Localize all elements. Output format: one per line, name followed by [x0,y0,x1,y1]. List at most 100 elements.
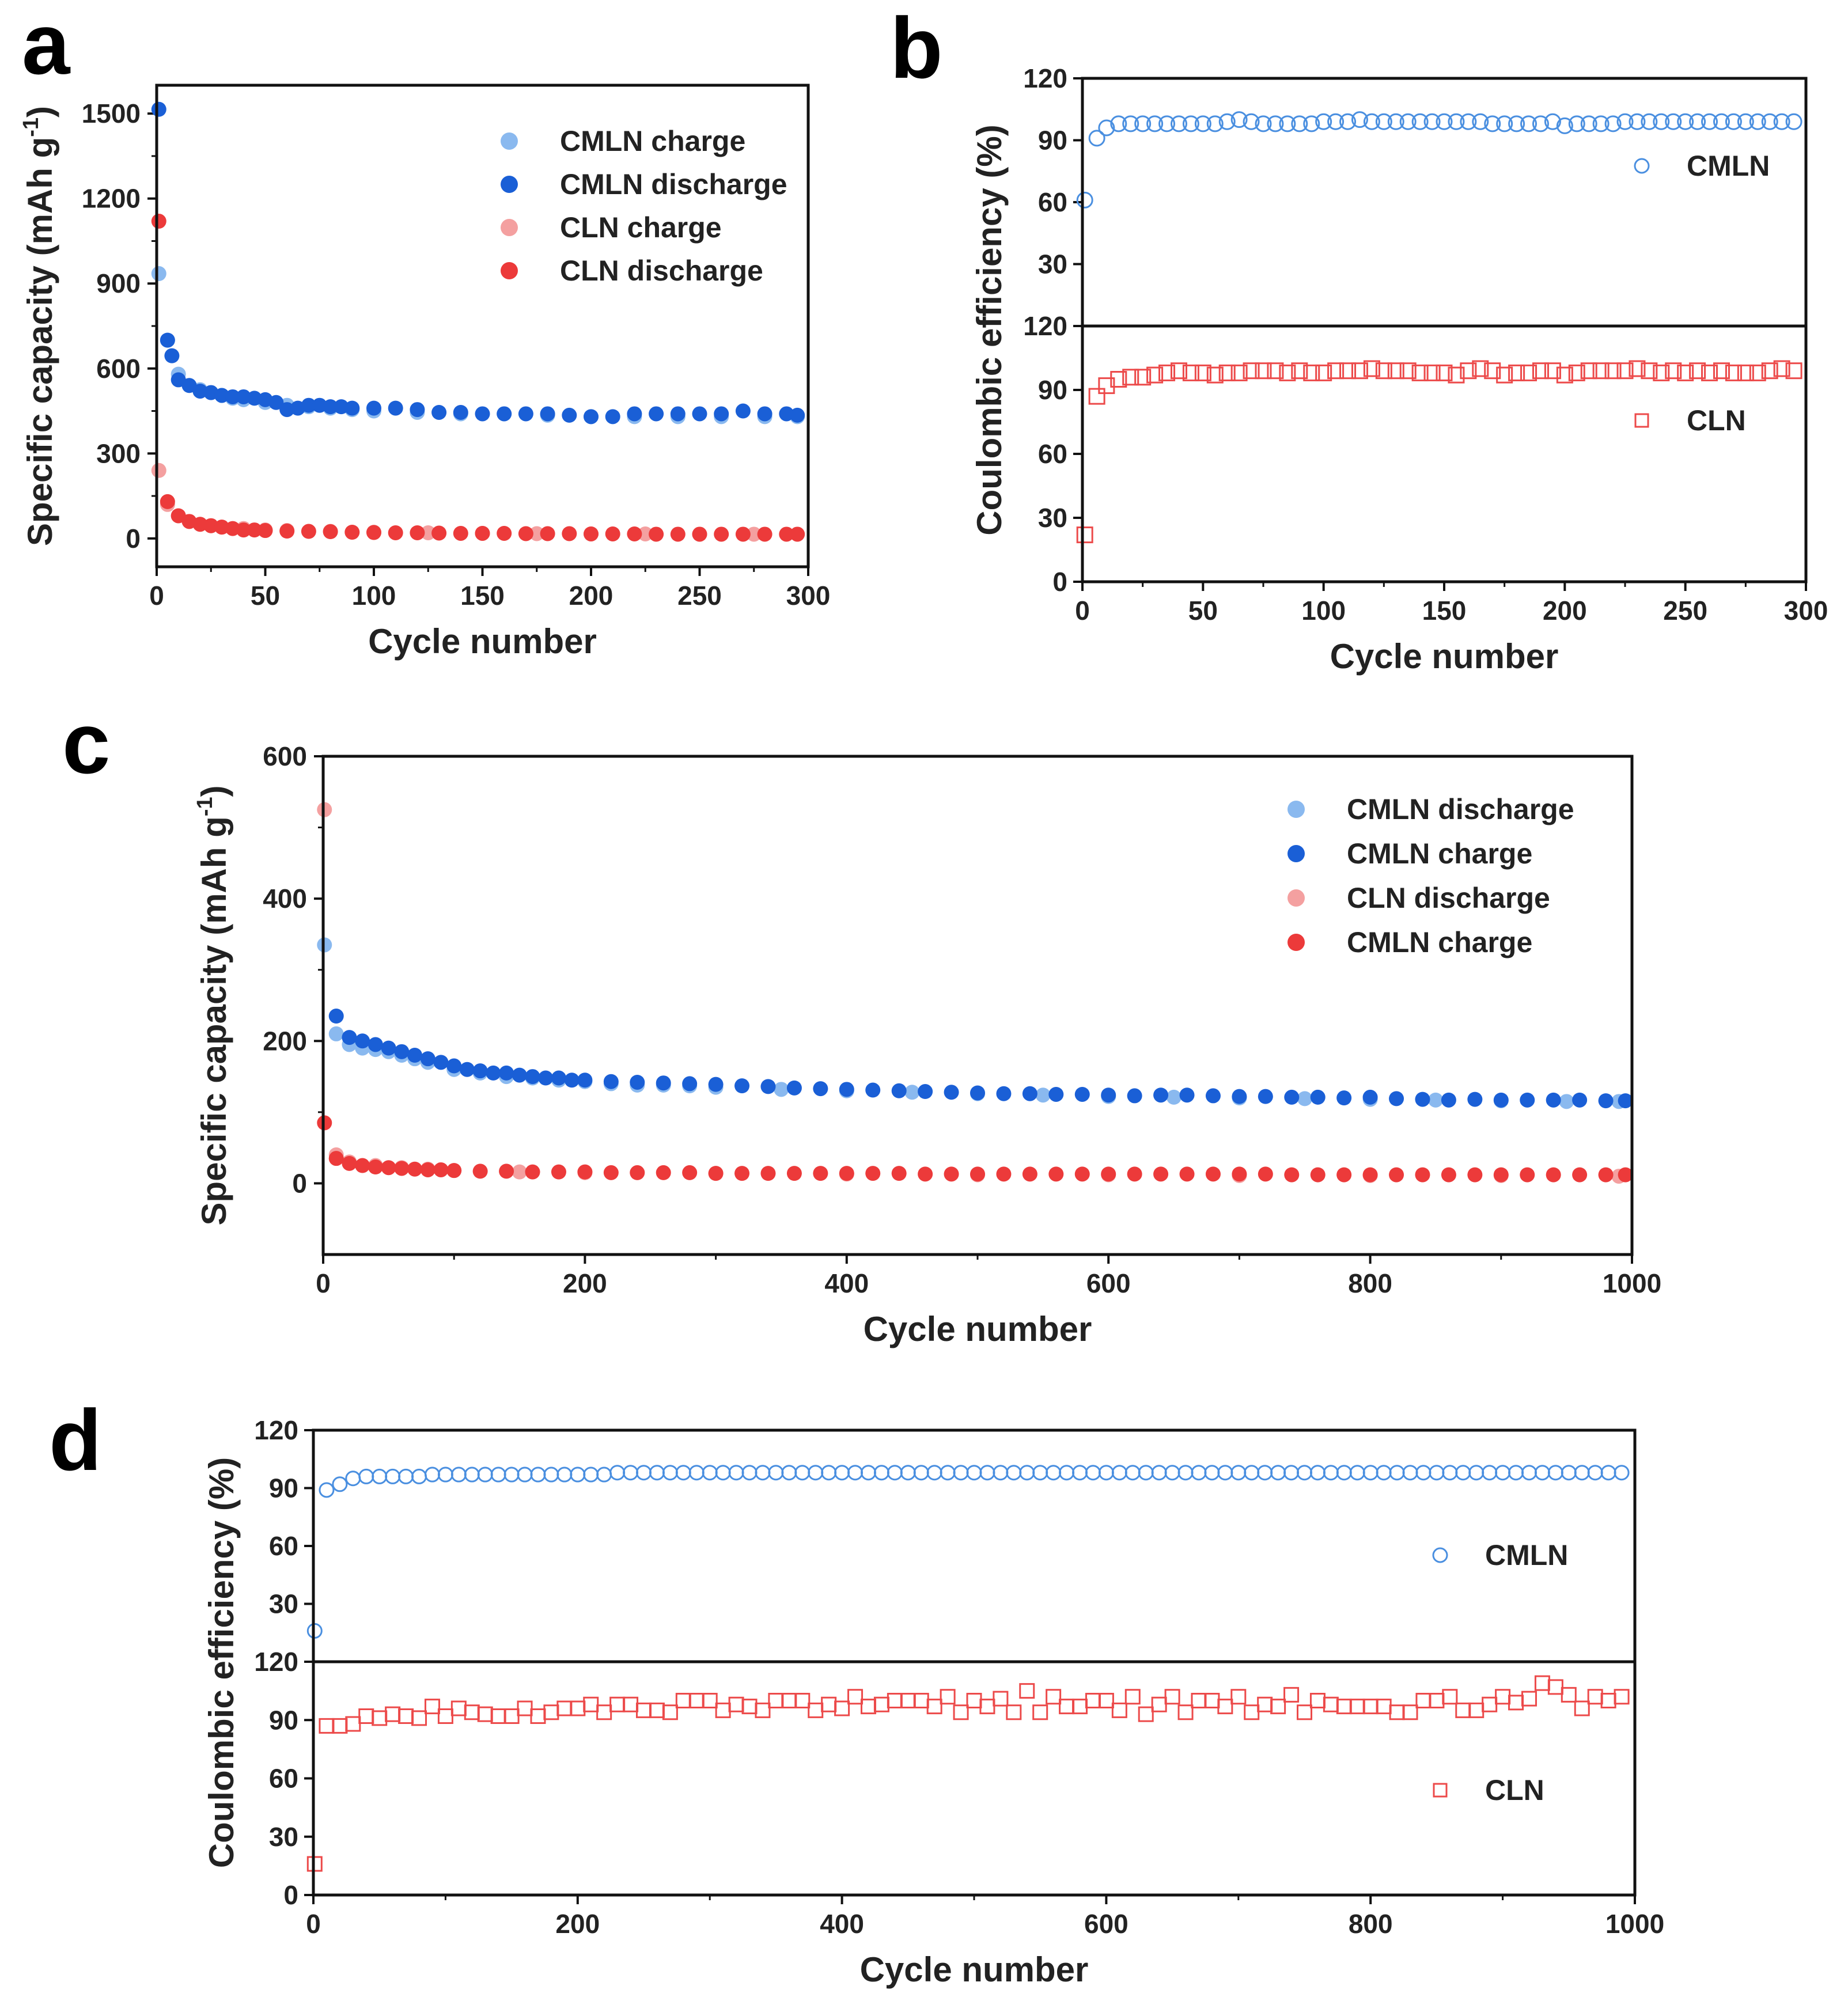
data-point [518,406,533,422]
data-point [1032,1704,1048,1720]
data-point [497,525,512,541]
data-point [656,1165,671,1180]
data-point [530,1466,546,1483]
data-point [486,1065,501,1081]
data-point [913,1465,929,1481]
data-point [1134,369,1152,386]
data-point [605,526,620,541]
series-cmln-discharge [151,101,805,425]
data-point [453,404,468,420]
data-point [1701,364,1718,381]
data-point [728,1465,744,1481]
legend-label: CLN discharge [1347,882,1550,914]
data-point [1544,362,1561,380]
data-point [503,1708,520,1724]
data-point [847,1465,864,1481]
data-point [301,397,316,413]
data-point [1618,1167,1633,1183]
data-point [328,1151,344,1166]
data-point [490,1466,506,1483]
legend-label: CMLN [1485,1539,1568,1571]
data-point [1255,115,1272,132]
data-point [1773,360,1790,377]
data-point [1339,362,1357,380]
y-tick-label: 60 [269,1764,298,1794]
series-cmln [1076,111,1802,209]
data-point [398,1468,414,1484]
data-point [1363,360,1380,377]
data-point [953,1704,969,1720]
data-point [1110,371,1127,388]
data-point [1177,1465,1194,1481]
data-point [381,1040,396,1056]
data-point [746,526,762,542]
data-point [944,1085,959,1100]
data-point [1737,364,1754,381]
data-point [1336,1465,1352,1481]
data-point [1170,115,1187,132]
data-point [1074,1086,1090,1102]
data-point [1230,111,1248,128]
data-point [1205,1088,1221,1104]
data-point [1191,1693,1207,1708]
data-point [1309,1693,1326,1708]
data-point [512,1164,527,1180]
legend-marker [501,132,518,150]
data-point [433,1055,449,1070]
data-point [1520,115,1538,132]
data-point [1284,1089,1300,1105]
y-axis-title: Specific capacity (mAh g-1) [193,786,233,1226]
panel-b-efficiency-chart: b 0 50 100 150 200 250 300 30 60 90 120 0 30 60 90 120 CM… [890,0,1828,676]
data-point [499,1164,514,1179]
data-point [1472,360,1489,377]
series-cmln-discharge [317,937,1627,1109]
data-point [1429,1465,1445,1481]
data-point [627,406,642,422]
data-point [1773,113,1790,130]
plot-frame [155,84,810,569]
data-point [1389,1704,1405,1720]
data-point [1158,364,1176,381]
data-point [543,1466,559,1483]
data-point [1291,362,1308,380]
y-tick-label: 120 [254,1647,298,1677]
data-point [1243,113,1260,130]
x-tick-label: 0 [306,1909,321,1939]
data-point [1387,113,1404,130]
data-point [1230,1689,1247,1705]
data-point [675,1693,691,1708]
x-tick-label: 1000 [1603,1268,1661,1298]
data-point [225,389,240,404]
data-point [1323,1696,1339,1712]
data-point [530,1708,546,1724]
x-tick-label: 0 [1075,596,1090,626]
data-point [1110,115,1127,132]
x-tick-label: 50 [251,581,280,611]
data-point [1179,1087,1195,1103]
x-tick-label: 800 [1349,1909,1393,1939]
data-point [786,1080,802,1096]
data-point [1448,113,1465,130]
data-point [1574,1700,1590,1716]
data-point [1303,364,1320,381]
data-point [1521,1465,1537,1481]
x-tick-label: 0 [316,1268,331,1298]
data-point [1618,1093,1633,1109]
series-cln-discharge [151,214,805,542]
legend-label: CMLN charge [560,125,745,157]
data-point [472,1164,488,1179]
data-point [410,525,425,540]
data-point [525,1164,540,1180]
data-point [1665,362,1682,380]
data-point [1467,1167,1483,1183]
data-point [596,1466,612,1483]
data-point [768,1465,784,1481]
data-point [1349,1465,1365,1481]
x-tick-label: 800 [1348,1268,1392,1298]
data-point [1339,113,1357,130]
data-point [459,1062,475,1077]
y-tick-label: 600 [96,354,141,384]
data-point [1415,1465,1432,1481]
data-point [1279,115,1296,132]
